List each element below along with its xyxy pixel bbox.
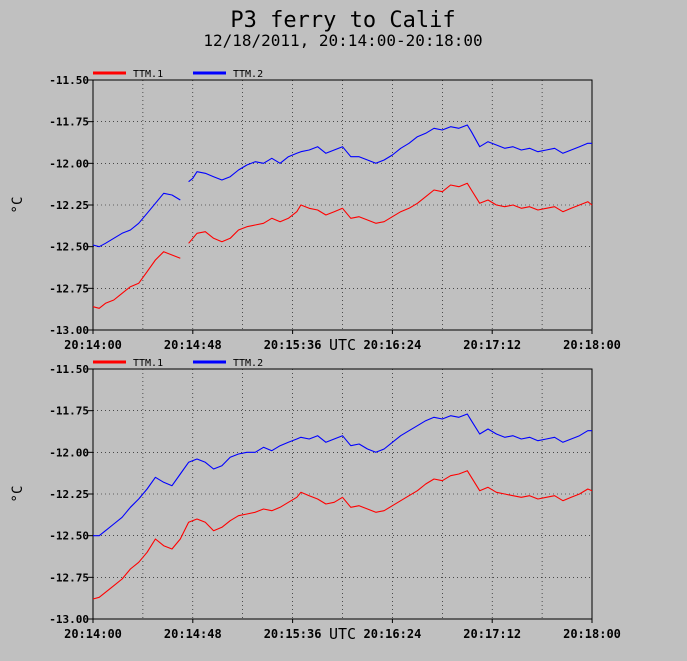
y-tick-label: -12.00	[49, 157, 89, 170]
y-tick-label: -12.50	[49, 241, 89, 254]
y-tick-label: -11.75	[49, 116, 89, 129]
x-tick-label: 20:14:00	[64, 627, 122, 641]
x-tick-label: 20:16:24	[364, 627, 422, 641]
y-tick-label: -12.75	[49, 282, 89, 295]
chart-title: P3 ferry to Calif	[230, 8, 455, 33]
series-line-ttm2	[92, 124, 592, 248]
y-tick-label: -11.50	[49, 363, 89, 376]
x-tick-label: 20:17:12	[463, 338, 521, 352]
series-line-ttm1	[92, 470, 593, 600]
legend-label: TTM.2	[233, 358, 263, 369]
y-tick-label: -12.25	[49, 488, 89, 501]
chart-subtitle: 12/18/2011, 20:14:00-20:18:00	[203, 31, 482, 50]
x-tick-label: 20:14:48	[164, 338, 222, 352]
x-tick-label: 20:14:48	[164, 627, 222, 641]
y-tick-label: -12.25	[49, 199, 89, 212]
x-tick-label: 20:15:36	[264, 338, 322, 352]
y-tick-label: -12.75	[49, 571, 89, 584]
x-tick-label: 20:18:00	[563, 627, 621, 641]
y-tick-label: -12.50	[49, 530, 89, 543]
x-tick-label: 20:17:12	[463, 627, 521, 641]
legend-label: TTM.1	[133, 358, 163, 369]
x-tick-label: 20:14:00	[64, 338, 122, 352]
x-tick-label: 20:18:00	[563, 338, 621, 352]
y-axis-label: °C	[10, 486, 26, 503]
y-tick-label: -11.75	[49, 405, 89, 418]
x-tick-label: 20:16:24	[364, 338, 422, 352]
chart-panel-1: -11.50 -11.75 -12.00 -12.25 -12.50 -12.75 -13.…	[10, 69, 621, 354]
legend-label: TTM.2	[233, 69, 263, 80]
y-tick-label: -12.00	[49, 446, 89, 459]
x-tick-label: 20:15:36	[264, 627, 322, 641]
y-tick-label: -11.50	[49, 74, 89, 87]
y-tick-label: -13.00	[49, 613, 89, 626]
x-axis-label: UTC	[329, 625, 356, 643]
series-line-ttm1	[92, 182, 593, 309]
series-line-ttm2	[93, 413, 592, 537]
legend-label: TTM.1	[133, 69, 163, 80]
y-axis-label: °C	[10, 197, 26, 214]
y-tick-label: -13.00	[49, 324, 89, 337]
chart-panel-2: -11.50 -11.75 -12.00 -12.25 -12.50 -12.75 -13.…	[10, 358, 621, 643]
x-axis-label: UTC	[329, 336, 356, 354]
